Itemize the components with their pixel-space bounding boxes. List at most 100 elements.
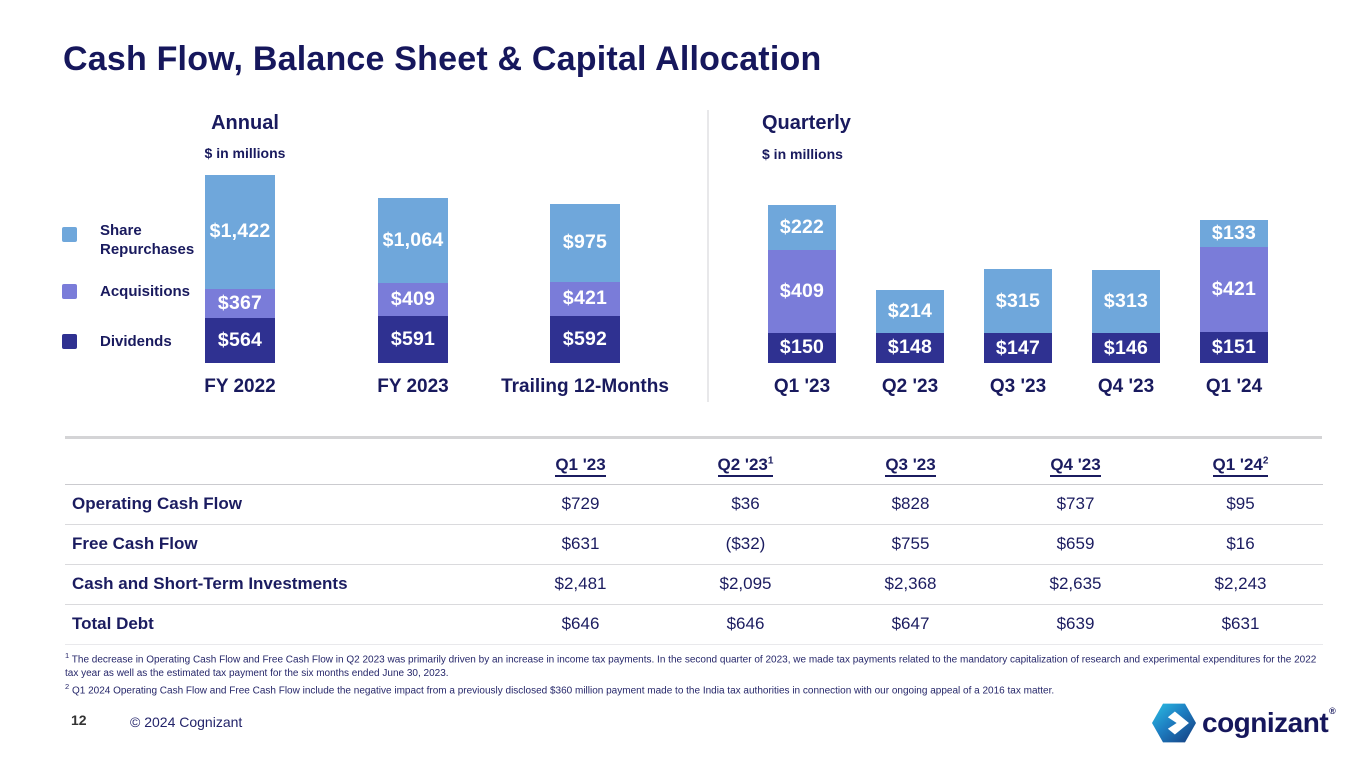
bar-segment-dividends: $591 (378, 315, 448, 363)
legend-label-dividends: Dividends (100, 333, 172, 350)
bar-value-label: $146 (1103, 336, 1149, 359)
table-cell-value: $2,481 (498, 564, 663, 605)
footnote-1-text: The decrease in Operating Cash Flow and … (65, 654, 1317, 679)
table-row: Free Cash Flow $631 ($32) $755 $659 $16 (65, 524, 1323, 565)
table-header-q1-24: Q1 '242 (1158, 447, 1323, 485)
bar-segment-share-repurchases: $975 (550, 203, 620, 282)
chart-section-divider (707, 110, 709, 402)
table-cell-value: $95 (1158, 484, 1323, 525)
row-label: Free Cash Flow (65, 524, 498, 565)
bar-value-label: $409 (779, 279, 825, 302)
bar-segment-acquisitions: $421 (550, 281, 620, 316)
row-label: Total Debt (65, 604, 498, 645)
category-label: Q3 '23 (989, 376, 1047, 397)
footnote-2-marker: 2 (65, 682, 70, 692)
table-cell-value: $646 (498, 604, 663, 645)
footnote-1: 1 The decrease in Operating Cash Flow an… (65, 649, 1319, 680)
footnotes: 1 The decrease in Operating Cash Flow an… (65, 649, 1319, 698)
table-cell-value: $755 (828, 524, 993, 565)
table-cell-value: $737 (993, 484, 1158, 525)
header-footnote-marker: 2 (1262, 455, 1269, 467)
bar-value-label: $975 (562, 231, 608, 254)
bar-value-label: $222 (779, 215, 825, 238)
table-cell-value: $646 (663, 604, 828, 645)
category-label: Q1 '24 (1205, 376, 1263, 397)
cognizant-logo-icon (1152, 703, 1196, 743)
registered-mark: ® (1329, 706, 1336, 716)
legend-swatch-blue (62, 227, 77, 242)
header-footnote-marker: 1 (767, 455, 774, 467)
bar-segment-dividends: $148 (876, 333, 944, 363)
table-header-row: Q1 '23 Q2 '231 Q3 '23 Q4 '23 Q1 '242 (65, 447, 1323, 485)
bar-segment-share-repurchases: $222 (768, 204, 836, 250)
footnote-1-marker: 1 (65, 651, 70, 660)
table-cell-value: $639 (993, 604, 1158, 645)
bar-segment-acquisitions: $421 (1200, 247, 1268, 333)
category-label: Trailing 12-Months (501, 376, 669, 397)
bar-segment-share-repurchases: $1,064 (378, 197, 448, 283)
cognizant-logo: cognizant® (1152, 701, 1336, 745)
bar-value-label: $1,064 (382, 228, 444, 251)
bar-segment-acquisitions: $409 (378, 283, 448, 316)
table-row: Total Debt $646 $646 $647 $639 $631 (65, 604, 1323, 645)
table-cell-value: $631 (498, 524, 663, 565)
table-cell-value: $36 (663, 484, 828, 525)
table-header-empty (65, 447, 498, 485)
legend-label-acquisitions: Acquisitions (100, 283, 191, 300)
bar-segment-dividends: $150 (768, 332, 836, 363)
table-header-q2-23: Q2 '231 (663, 447, 828, 485)
quarterly-chart-title: Quarterly (762, 112, 851, 134)
bar-segment-share-repurchases: $214 (876, 289, 944, 333)
page-title: Cash Flow, Balance Sheet & Capital Alloc… (63, 40, 822, 78)
category-label: Q4 '23 (1097, 376, 1155, 397)
footnote-2: 2 Q1 2024 Operating Cash Flow and Free C… (65, 680, 1319, 698)
quarterly-chart-units: $ in millions (762, 146, 843, 162)
table-cell-value: $729 (498, 484, 663, 525)
bar-value-label: $148 (887, 336, 933, 359)
bar-segment-dividends: $592 (550, 315, 620, 363)
bar-segment-share-repurchases: $315 (984, 269, 1052, 334)
bar-value-label: $592 (562, 327, 608, 350)
table-cell-value: ($32) (663, 524, 828, 565)
legend-swatch-navy (62, 334, 77, 349)
legend-swatch-purple (62, 284, 77, 299)
category-label: FY 2023 (377, 376, 449, 397)
bar-value-label: $409 (390, 287, 436, 310)
bar-value-label: $591 (390, 327, 436, 350)
category-label: Q1 '23 (773, 376, 831, 397)
footnote-2-text: Q1 2024 Operating Cash Flow and Free Cas… (71, 685, 1055, 697)
row-label: Cash and Short-Term Investments (65, 564, 498, 605)
table-cell-value: $828 (828, 484, 993, 525)
table-header-q4-23: Q4 '23 (993, 447, 1158, 485)
table-cell-value: $647 (828, 604, 993, 645)
financial-summary-table: Q1 '23 Q2 '231 Q3 '23 Q4 '23 Q1 '242 Operatin… (65, 447, 1323, 645)
category-label: Q2 '23 (881, 376, 939, 397)
bar-segment-dividends: $151 (1200, 332, 1268, 363)
bar-segment-dividends: $147 (984, 333, 1052, 363)
bar-segment-acquisitions: $409 (768, 249, 836, 333)
table-cell-value: $2,095 (663, 564, 828, 605)
annual-chart-units: $ in millions (204, 145, 286, 161)
bar-segment-share-repurchases: $313 (1092, 270, 1160, 334)
table-row: Cash and Short-Term Investments $2,481 $2,… (65, 564, 1323, 605)
copyright-text: © 2024 Cognizant (130, 714, 243, 730)
table-top-rule (65, 436, 1322, 439)
cognizant-wordmark: cognizant® (1202, 706, 1336, 738)
table-row: Operating Cash Flow $729 $36 $828 $737 $95 (65, 484, 1323, 525)
bar-value-label: $214 (887, 299, 933, 322)
bar-value-label: $147 (995, 336, 1041, 359)
table-cell-value: $659 (993, 524, 1158, 565)
table-cell-value: $2,635 (993, 564, 1158, 605)
bar-value-label: $315 (995, 289, 1041, 312)
table-header-q3-23: Q3 '23 (828, 447, 993, 485)
bar-segment-dividends: $146 (1092, 333, 1160, 363)
legend-label-share-repurchases: Share Repurchases (100, 222, 195, 258)
bar-value-label: $421 (1211, 278, 1257, 301)
annual-chart-title: Annual (211, 112, 279, 134)
page-number: 12 (71, 712, 87, 728)
bar-value-label: $150 (779, 336, 825, 359)
table-cell-value: $631 (1158, 604, 1323, 645)
row-label: Operating Cash Flow (65, 484, 498, 525)
table-cell-value: $2,243 (1158, 564, 1323, 605)
